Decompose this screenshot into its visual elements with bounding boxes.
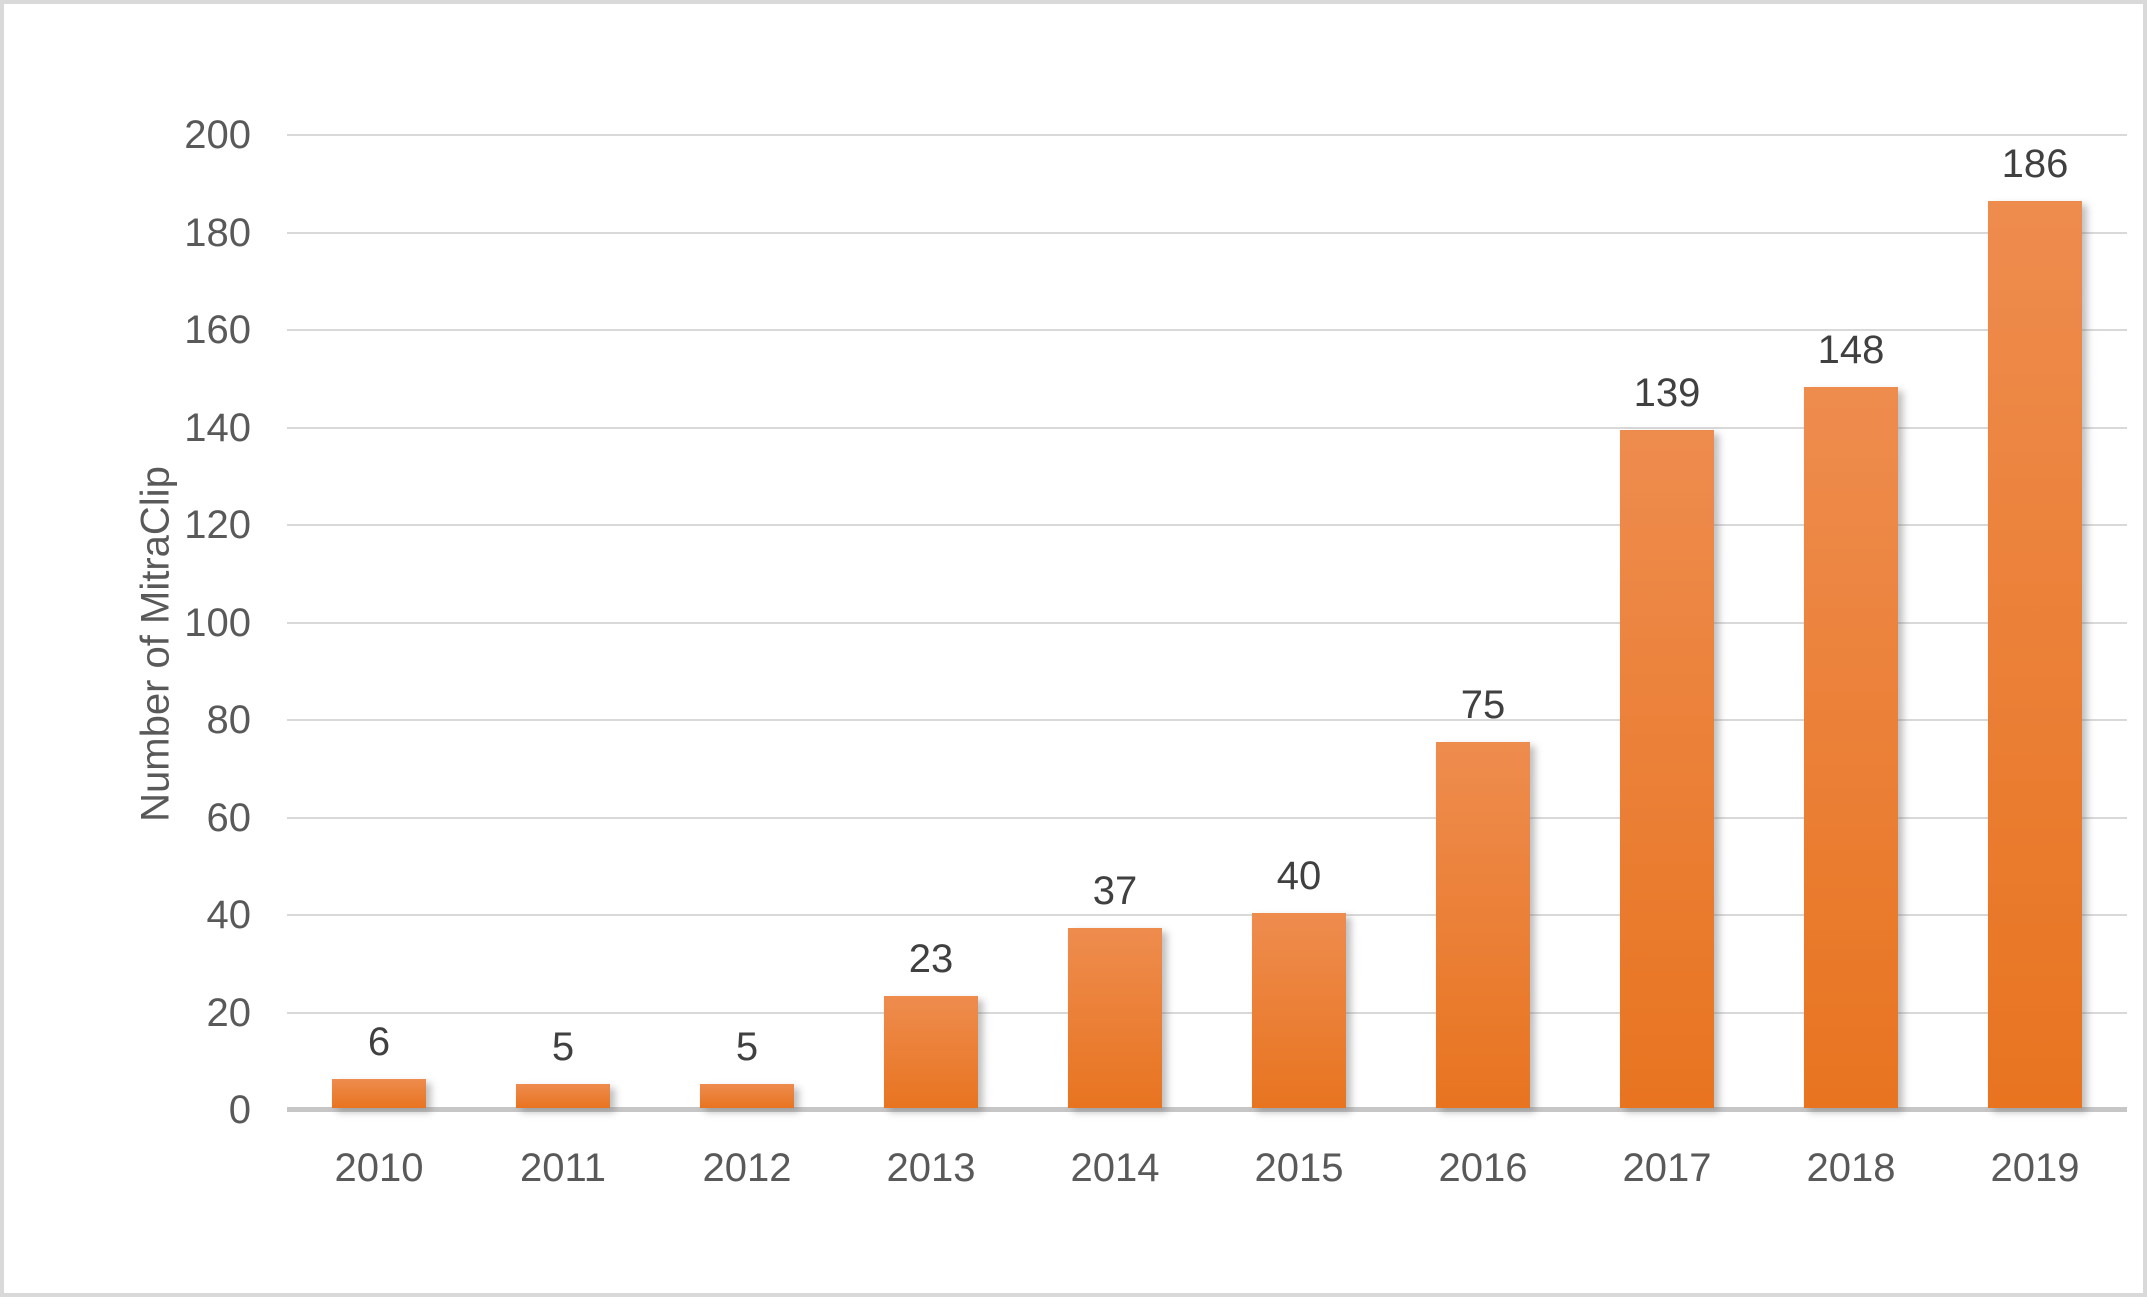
- gridline-140: [287, 426, 2127, 429]
- y-tick-label-80: 80: [206, 698, 252, 742]
- bar-2015: [1252, 913, 1346, 1108]
- x-axis-line: [287, 1107, 2127, 1112]
- gridline-40: [287, 914, 2127, 916]
- gridline-100: [287, 621, 2127, 624]
- y-tick-label-60: 60: [206, 795, 252, 840]
- bar-2010: [332, 1078, 426, 1108]
- bar-2019: [1988, 201, 2082, 1108]
- gridline-60: [287, 816, 2127, 819]
- y-tick-label-200: 200: [184, 113, 251, 157]
- y-tick-label-40: 40: [206, 893, 252, 937]
- gridline-180: [287, 231, 2127, 234]
- bar-value-label-2018: 148: [1817, 327, 1885, 372]
- y-axis-title: Number of MitraClip: [133, 466, 178, 822]
- bar-value-label-2013: 23: [908, 936, 954, 981]
- y-tick-label-120: 120: [184, 503, 251, 547]
- gridline-200: [287, 134, 2127, 136]
- bar-2018: [1804, 386, 1898, 1108]
- x-tick-label-2018: 2018: [1806, 1146, 1896, 1190]
- x-tick-label-2010: 2010: [334, 1146, 424, 1190]
- bar-value-label-2014: 37: [1092, 868, 1138, 913]
- y-tick-label-20: 20: [206, 990, 252, 1035]
- gridline-80: [287, 719, 2127, 721]
- bar-value-label-2016: 75: [1460, 683, 1506, 728]
- x-tick-label-2013: 2013: [886, 1146, 976, 1190]
- x-tick-label-2012: 2012: [702, 1146, 792, 1190]
- bar-2016: [1436, 742, 1530, 1108]
- x-tick-label-2016: 2016: [1438, 1146, 1528, 1190]
- bar-2014: [1068, 927, 1162, 1108]
- bar-2012: [700, 1083, 794, 1108]
- x-tick-label-2019: 2019: [1990, 1146, 2080, 1190]
- x-tick-label-2014: 2014: [1070, 1146, 1160, 1190]
- x-tick-label-2017: 2017: [1622, 1146, 1712, 1190]
- y-tick-label-100: 100: [184, 600, 251, 645]
- bar-value-label-2011: 5: [551, 1024, 575, 1069]
- bar-value-label-2010: 6: [367, 1019, 391, 1064]
- gridline-120: [287, 524, 2127, 526]
- y-tick-label-140: 140: [184, 405, 251, 450]
- bar-value-label-2019: 186: [2001, 142, 2069, 187]
- bar-2013: [884, 995, 978, 1108]
- y-tick-label-180: 180: [184, 210, 251, 255]
- y-tick-label-0: 0: [228, 1088, 251, 1132]
- bar-value-label-2012: 5: [735, 1024, 759, 1069]
- bar-value-label-2015: 40: [1276, 854, 1322, 898]
- y-tick-label-160: 160: [184, 308, 251, 352]
- bar-value-label-2017: 139: [1633, 371, 1701, 416]
- bar-2017: [1620, 430, 1714, 1108]
- bar-2011: [516, 1083, 610, 1108]
- x-tick-label-2011: 2011: [519, 1146, 606, 1190]
- x-tick-label-2015: 2015: [1254, 1146, 1344, 1190]
- gridline-160: [287, 329, 2127, 331]
- gridline-20: [287, 1011, 2127, 1014]
- plot-area: 0 20 40 60 80 100 120 140 160 180 200 6 2010 5 2011 5 20…: [184, 113, 2127, 1190]
